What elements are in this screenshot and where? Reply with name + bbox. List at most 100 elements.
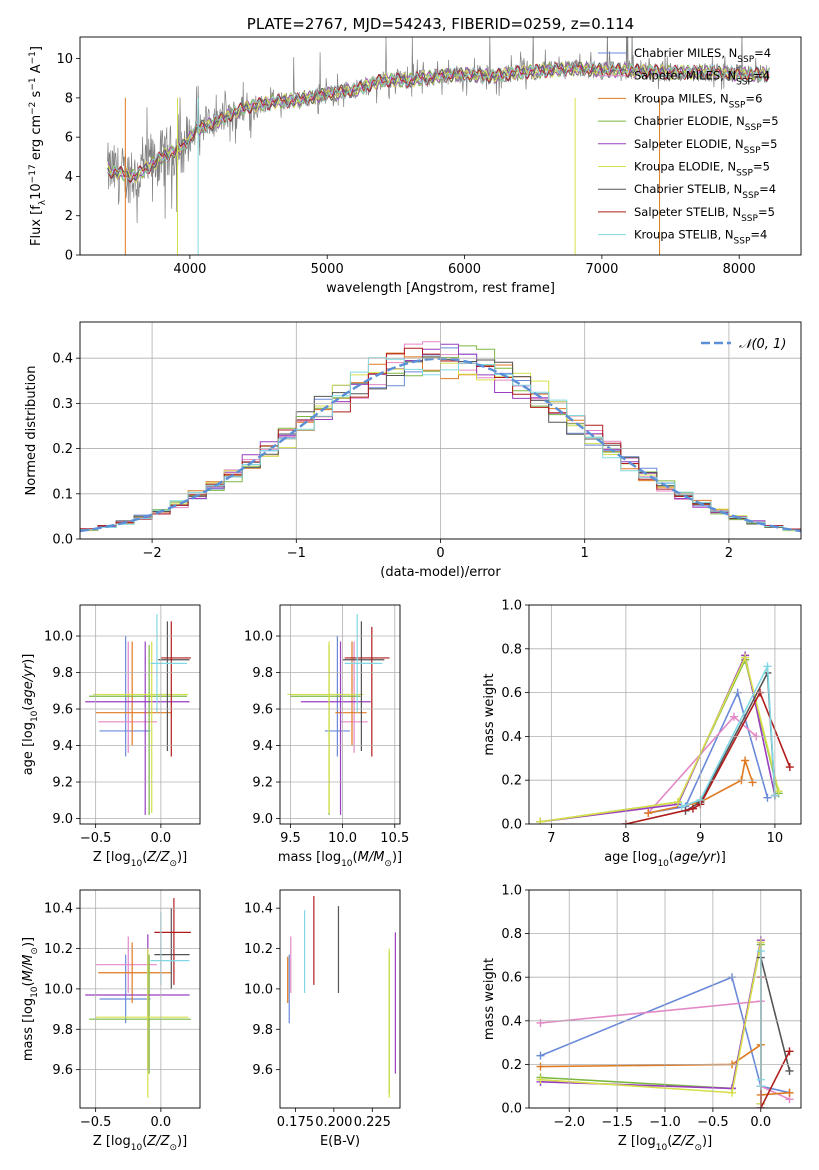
- axes-frame: [79, 321, 802, 540]
- legend-entry: Kroupa ELODIE, NSSP=5: [598, 160, 770, 179]
- y-tick-label: 0.4: [52, 352, 73, 367]
- error-bar-point: [300, 641, 371, 815]
- y-tick-label: 9.8: [52, 666, 73, 681]
- weight-marker: [536, 1051, 545, 1060]
- y-tick-label: 0.0: [52, 533, 73, 548]
- weight-marker: [674, 798, 683, 807]
- y-tick-label: 0.8: [501, 642, 522, 657]
- axes-frame: [279, 604, 401, 825]
- y-tick-label: 1.0: [501, 884, 522, 899]
- axes-frame: [79, 604, 201, 825]
- x-tick-label: 0.0: [151, 1115, 172, 1130]
- x-tick-label: 0.225: [354, 1115, 391, 1130]
- legend-entry: Chabrier STELIB, NSSP=4: [598, 182, 776, 201]
- y-axis-label: Flux [fλ10−17 erg cm−2 s−1 A−1]: [28, 46, 48, 246]
- weight-marker: [729, 712, 738, 721]
- error-bar-point: [287, 641, 364, 814]
- mass-vs-ebv-plot-area: [287, 896, 396, 1098]
- legend-entry: Chabrier MILES, NSSP=4: [598, 46, 771, 65]
- x-tick-label: 1: [581, 546, 589, 561]
- legend-label: Kroupa MILES, NSSP=6: [634, 91, 762, 110]
- error-bar-point: [89, 954, 191, 1074]
- y-axis-label: mass [log10(M/M⊙)]: [21, 937, 40, 1061]
- spectrum-plot-area: [107, 37, 770, 255]
- y-tick-label: 0.2: [501, 774, 522, 789]
- x-tick-label: −1: [287, 546, 306, 561]
- weight-series: [536, 653, 783, 824]
- mass-weight-vs-age-plot-area: [536, 651, 794, 824]
- x-tick-label: 0.200: [315, 1115, 352, 1130]
- weight-line: [760, 957, 791, 1072]
- error-bar-point: [95, 948, 189, 1098]
- y-axis-label: age [log10(age/yr)]: [21, 654, 40, 776]
- error-bar-point: [160, 621, 191, 757]
- legend-label: Salpeter MILES, NSSP=4: [634, 69, 770, 88]
- error-bar-point: [344, 626, 390, 757]
- weight-series: [536, 651, 779, 824]
- legend-label: Salpeter STELIB, NSSP=5: [634, 205, 775, 224]
- model-spectrum-line: [107, 61, 770, 181]
- legend-label: Chabrier STELIB, NSSP=4: [634, 182, 776, 201]
- x-axis-label: E(B-V): [320, 1134, 360, 1149]
- x-tick-label: −1.5: [601, 1115, 633, 1130]
- legend-label: Salpeter ELODIE, NSSP=5: [634, 137, 777, 156]
- weight-marker: [536, 817, 545, 824]
- error-bar-point: [290, 645, 361, 815]
- y-tick-label: 9.0: [52, 812, 73, 827]
- y-tick-label: 0.0: [501, 1102, 522, 1117]
- y-tick-label: 10: [56, 52, 73, 67]
- x-axis-label: Z [log10(Z/Z⊙)]: [618, 1134, 712, 1153]
- y-axis-label: mass weight: [482, 958, 497, 1040]
- x-tick-label: 0.175: [277, 1115, 314, 1130]
- x-tick-label: 10.5: [380, 831, 409, 846]
- y-tick-label: 9.6: [52, 703, 73, 718]
- weight-marker: [536, 1062, 545, 1071]
- legend-label: Kroupa ELODIE, NSSP=5: [634, 160, 770, 179]
- y-tick-label: 9.8: [252, 1023, 273, 1038]
- y-tick-label: 0.6: [501, 686, 522, 701]
- y-tick-label: 9.2: [52, 776, 73, 791]
- y-tick-label: 10.2: [44, 942, 73, 957]
- x-tick-label: 8000: [723, 262, 756, 277]
- y-tick-label: 9.8: [252, 666, 273, 681]
- weight-marker: [785, 1088, 794, 1097]
- weight-line: [540, 976, 790, 1094]
- weight-line: [681, 663, 776, 808]
- spectrum-axes: 4000 5000 6000 7000 8000 0 2 4 6 8 10 PLATE=2767, M…: [28, 15, 802, 296]
- weight-line: [540, 657, 780, 823]
- y-tick-label: 9.4: [52, 739, 73, 754]
- axes-frame: [79, 36, 802, 256]
- legend-entry: Kroupa MILES, NSSP=6: [598, 91, 762, 110]
- chart-title: PLATE=2767, MJD=54243, FIBERID=0259, z=0…: [247, 15, 634, 33]
- spectrum-legend: Chabrier MILES, NSSP=4 Salpeter MILES, NS…: [598, 46, 779, 247]
- y-tick-label: 6: [65, 131, 73, 146]
- x-tick-label: 0.0: [750, 1115, 771, 1130]
- weight-marker: [741, 653, 750, 662]
- weight-marker: [728, 1088, 737, 1097]
- x-tick-label: −0.5: [80, 831, 112, 846]
- weight-marker: [763, 662, 772, 671]
- x-tick-label: 7: [547, 831, 555, 846]
- x-axis-label: Z [log10(Z/Z⊙)]: [93, 850, 187, 869]
- legend-label: Chabrier MILES, NSSP=4: [634, 46, 771, 65]
- y-tick-label: 9.6: [252, 703, 273, 718]
- y-tick-label: 10.4: [244, 902, 273, 917]
- y-tick-label: 4: [65, 170, 73, 185]
- y-tick-label: 9.2: [252, 776, 273, 791]
- error-bar-point: [95, 641, 172, 746]
- legend-entry: Chabrier ELODIE, NSSP=5: [598, 114, 779, 133]
- x-tick-label: 9.5: [280, 831, 301, 846]
- x-tick-label: 0.0: [151, 831, 172, 846]
- x-tick-label: −0.5: [697, 1115, 729, 1130]
- x-tick-label: −0.5: [80, 1115, 112, 1130]
- x-tick-label: 4000: [173, 262, 206, 277]
- x-tick-label: 8: [622, 831, 630, 846]
- weight-marker: [785, 763, 794, 772]
- x-tick-label: 7000: [585, 262, 618, 277]
- legend-label: Kroupa STELIB, NSSP=4: [634, 228, 767, 247]
- error-bar-point: [158, 621, 190, 751]
- y-tick-label: 0.2: [501, 1058, 522, 1073]
- residuals-axes: −2 −1 0 1 2 0.0 0.1 0.2 0.3 0.4 𝒩(0, 1) (data-model…: [24, 321, 802, 580]
- error-bar-point: [98, 942, 172, 1004]
